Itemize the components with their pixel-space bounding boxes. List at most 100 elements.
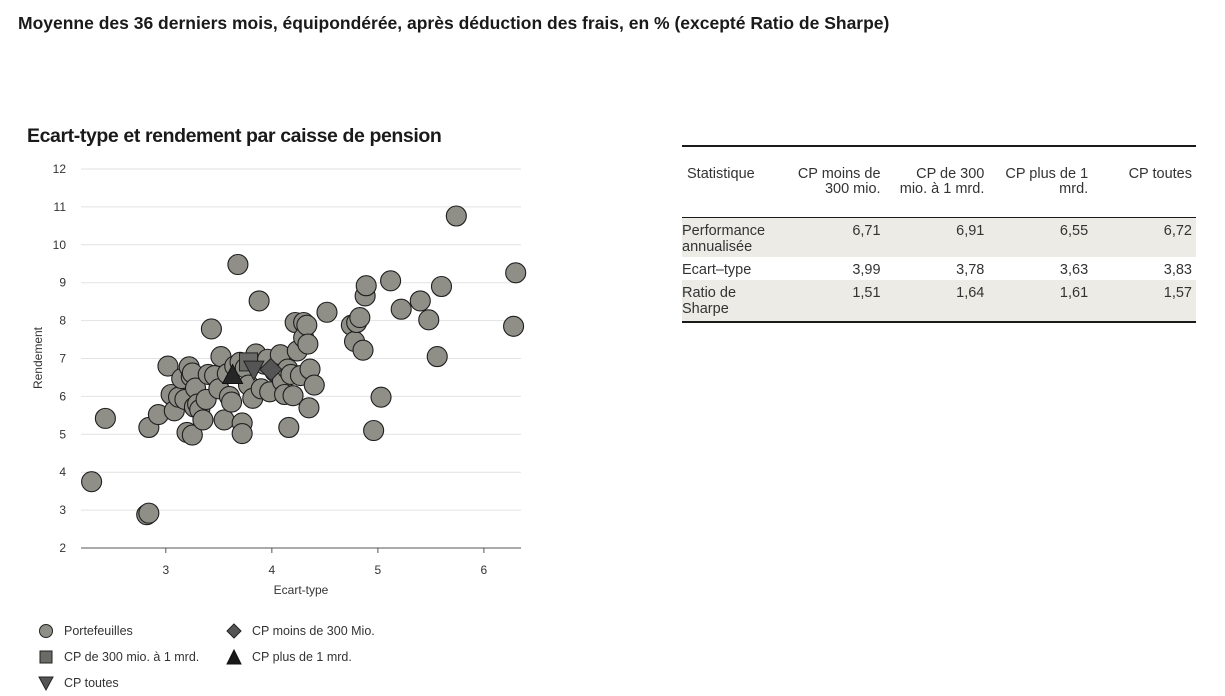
scatter-point [352, 339, 374, 361]
triangle-down-marker-icon [38, 676, 54, 691]
scatter-point [296, 314, 318, 336]
table-header-gt1: CP plus de 1 mrd. [1005, 166, 1089, 197]
diamond-marker [259, 357, 283, 382]
diamond-marker-icon [226, 623, 242, 639]
statistics-table: Statistique CP moins de 300 mio. CP de 3… [682, 145, 1196, 323]
scatter-point [94, 407, 116, 429]
scatter-point [138, 502, 160, 524]
scatter-point [380, 270, 402, 292]
x-tick-label: 3 [162, 563, 169, 577]
chart-legend: Portefeuilles CP moins de 300 Mio. CP de… [38, 620, 418, 696]
triangle-up-marker [221, 363, 244, 385]
scatter-point [221, 391, 243, 413]
table-cell: 6,55 [1059, 223, 1089, 239]
scatter-point [278, 416, 300, 439]
legend-item-mid: CP de 300 mio. à 1 mrd. [38, 649, 199, 665]
table-header-lt300: CP moins de 300 mio. [797, 166, 881, 197]
scatter-point [349, 307, 371, 329]
y-tick-label: 7 [59, 352, 66, 366]
table-row-sharpe: Ratio de Sharpe 1,51 1,64 1,61 1,57 [682, 280, 1196, 322]
table-cell: 3,63 [1059, 262, 1089, 278]
page-heading: Moyenne des 36 derniers mois, équipondér… [18, 13, 890, 33]
scatter-point [192, 409, 214, 431]
row-label: Ecart–type [682, 262, 752, 278]
table-cell: 6,72 [1163, 223, 1192, 239]
scatter-point [213, 409, 235, 431]
scatter-point [505, 262, 527, 284]
table-header-mid: CP de 300 mio. à 1 mrd. [899, 166, 985, 197]
table-header-row: Statistique CP moins de 300 mio. CP de 3… [682, 146, 1196, 218]
axes: 2 3 4 5 6 7 8 9 10 11 12 3 4 5 6 [53, 162, 521, 577]
legend-item-all: CP toutes [38, 675, 119, 691]
legend-label: CP toutes [64, 676, 119, 690]
scatter-point [390, 298, 412, 320]
triangle-up-marker-icon [226, 649, 242, 665]
x-tick-label: 4 [268, 563, 275, 577]
y-tick-label: 3 [59, 503, 66, 517]
scatter-point [200, 318, 222, 340]
scatter-point [282, 385, 304, 407]
table-row-performance: Performance annualisée 6,71 6,91 6,55 6,… [682, 217, 1196, 257]
scatter-chart: 2 3 4 5 6 7 8 9 10 11 12 3 4 5 6 Ecart-type Rendement [31, 162, 527, 597]
y-tick-label: 2 [59, 541, 66, 555]
x-tick-label: 5 [375, 563, 382, 577]
scatter-point [445, 205, 467, 227]
scatter-point [316, 301, 338, 323]
scatter-point [409, 290, 431, 312]
table-cell: 3,99 [852, 262, 881, 278]
legend-item-gt1: CP plus de 1 mrd. [226, 649, 352, 665]
data-points [81, 205, 527, 526]
chart-title: Ecart-type et rendement par caisse de pe… [27, 125, 442, 147]
table-row-std-dev: Ecart–type 3,99 3,78 3,63 3,83 [682, 257, 1196, 280]
circle-marker-icon [39, 624, 53, 638]
scatter-point [503, 315, 525, 337]
x-axis-label: Ecart-type [274, 583, 329, 597]
legend-label: CP moins de 300 Mio. [252, 624, 375, 638]
y-tick-label: 5 [59, 427, 66, 441]
table-cell: 1,57 [1163, 285, 1192, 301]
y-tick-label: 6 [59, 389, 66, 403]
y-tick-label: 8 [59, 314, 66, 328]
scatter-point [355, 275, 377, 297]
scatter-point [363, 419, 385, 442]
table-header-statistic: Statistique [687, 166, 755, 182]
scatter-point [231, 422, 253, 445]
triangle-down-marker [242, 360, 265, 382]
scatter-point [298, 397, 320, 419]
scatter-point [303, 374, 325, 396]
table-header-all: CP toutes [1128, 166, 1192, 182]
scatter-point [248, 290, 270, 312]
scatter-point [297, 333, 319, 355]
scatter-point [418, 309, 440, 331]
legend-label: CP plus de 1 mrd. [252, 650, 352, 664]
table-cell: 1,51 [852, 285, 881, 301]
y-tick-label: 11 [54, 200, 67, 214]
scatter-point [81, 471, 103, 493]
table-cell: 6,91 [956, 223, 985, 239]
legend-item-portfolios: Portefeuilles [38, 623, 133, 639]
y-tick-label: 9 [59, 276, 66, 290]
scatter-point [157, 355, 179, 377]
legend-item-lt300: CP moins de 300 Mio. [226, 623, 375, 639]
y-tick-label: 12 [53, 162, 67, 176]
row-label: Performance annualisée [682, 223, 766, 255]
scatter-point [430, 275, 453, 298]
legend-label: CP de 300 mio. à 1 mrd. [64, 650, 200, 664]
y-tick-label: 10 [53, 238, 67, 252]
table-cell: 6,71 [852, 223, 881, 239]
table-cell: 1,64 [956, 285, 985, 301]
row-label: Ratio de Sharpe [682, 285, 737, 317]
scatter-point [370, 386, 392, 408]
x-tick-label: 6 [481, 563, 488, 577]
scatter-point [426, 346, 448, 368]
table-cell: 3,78 [956, 262, 985, 278]
y-tick-label: 4 [59, 465, 66, 479]
table-cell: 1,61 [1059, 285, 1089, 301]
square-marker-icon [39, 650, 53, 664]
table-cell: 3,83 [1163, 262, 1192, 278]
scatter-point [181, 424, 203, 446]
y-axis-label: Rendement [31, 326, 45, 389]
scatter-point [227, 253, 249, 276]
legend-label: Portefeuilles [64, 624, 133, 638]
summary-markers [221, 352, 283, 385]
